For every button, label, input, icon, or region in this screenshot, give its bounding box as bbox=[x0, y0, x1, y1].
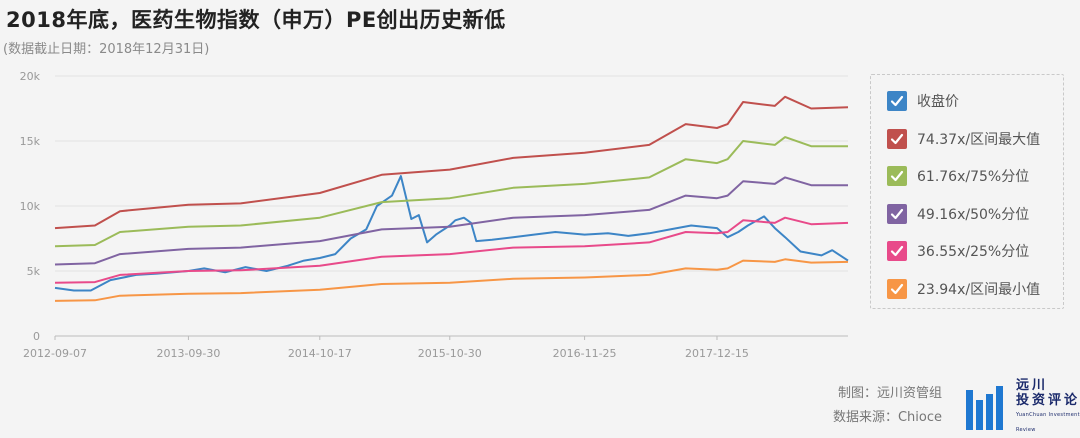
x-tick-label: 2012-09-07 bbox=[23, 347, 87, 360]
brand-name-en: YuanChuan Investment Review bbox=[1016, 412, 1080, 433]
y-tick-label: 20k bbox=[20, 70, 41, 83]
legend-item[interactable]: 74.37x/区间最大值 bbox=[887, 127, 1040, 151]
chart-series-lines bbox=[54, 95, 849, 302]
page-title: 2018年底，医药生物指数（申万）PE创出历史新低 bbox=[6, 8, 506, 32]
y-tick-label: 15k bbox=[20, 135, 41, 148]
x-tick-label: 2017-12-15 bbox=[685, 347, 749, 360]
checkbox-icon[interactable] bbox=[887, 128, 907, 149]
legend-item[interactable]: 61.76x/75%分位 bbox=[887, 164, 1029, 188]
legend-label: 61.76x/75%分位 bbox=[917, 169, 1030, 185]
x-tick-label: 2015-10-30 bbox=[418, 347, 482, 360]
y-tick-label: 10k bbox=[20, 200, 41, 213]
checkbox-icon[interactable] bbox=[887, 203, 907, 224]
legend-label: 收盘价 bbox=[917, 94, 959, 110]
legend-label: 74.37x/区间最大值 bbox=[917, 131, 1041, 148]
legend-label: 49.16x/50%分位 bbox=[917, 206, 1030, 223]
checkbox-icon[interactable] bbox=[887, 241, 907, 261]
checkbox-icon[interactable] bbox=[887, 166, 907, 186]
legend-item[interactable]: 49.16x/50%分位 bbox=[887, 202, 1029, 226]
page-subtitle: (数据截止日期：2018年12月31日) bbox=[3, 42, 210, 57]
brand-name-line1: 远川 bbox=[1016, 378, 1049, 393]
y-axis-ticks: 0 5k 10k 15k 20k bbox=[20, 70, 41, 343]
series-line-3 bbox=[54, 176, 848, 266]
y-tick-label: 0 bbox=[33, 330, 40, 343]
footer-source: 数据来源：Chioce bbox=[832, 410, 942, 425]
line-chart: 0 5k 10k 15k 20k 2012-09-07 2013-09-30 2014-10… bbox=[20, 70, 849, 360]
legend-item[interactable]: 23.94x/区间最小值 bbox=[887, 277, 1040, 301]
series-line-1 bbox=[54, 95, 849, 230]
brand-logo: 远川 投资评论 YuanChuan Investment Review bbox=[966, 378, 1080, 438]
x-axis-ticks: 2012-09-07 2013-09-30 2014-10-17 2015-10-30… bbox=[23, 336, 749, 360]
y-tick-label: 5k bbox=[27, 265, 41, 278]
series-line-5 bbox=[54, 258, 849, 302]
brand-name-line2: 投资评论 bbox=[1016, 393, 1080, 408]
x-tick-label: 2016-11-25 bbox=[553, 347, 617, 360]
brand-bars-icon bbox=[966, 386, 1006, 430]
x-tick-label: 2014-10-17 bbox=[288, 347, 352, 360]
footer-made-by: 制图：远川资管组 bbox=[837, 386, 942, 401]
legend-item[interactable]: 收盘价 bbox=[887, 89, 959, 113]
x-tick-label: 2013-09-30 bbox=[156, 347, 220, 360]
checkbox-icon[interactable] bbox=[887, 91, 907, 111]
legend-label: 23.94x/区间最小值 bbox=[917, 281, 1041, 298]
checkbox-icon[interactable] bbox=[887, 278, 907, 299]
series-line-2 bbox=[54, 136, 848, 248]
legend-item[interactable]: 36.55x/25%分位 bbox=[887, 239, 1029, 263]
series-line-4 bbox=[54, 216, 849, 284]
legend-label: 36.55x/25%分位 bbox=[917, 244, 1030, 260]
chart-legend: 收盘价 74.37x/区间最大值 61.76x/75%分位 49.16x/50%分位 3… bbox=[870, 74, 1064, 309]
